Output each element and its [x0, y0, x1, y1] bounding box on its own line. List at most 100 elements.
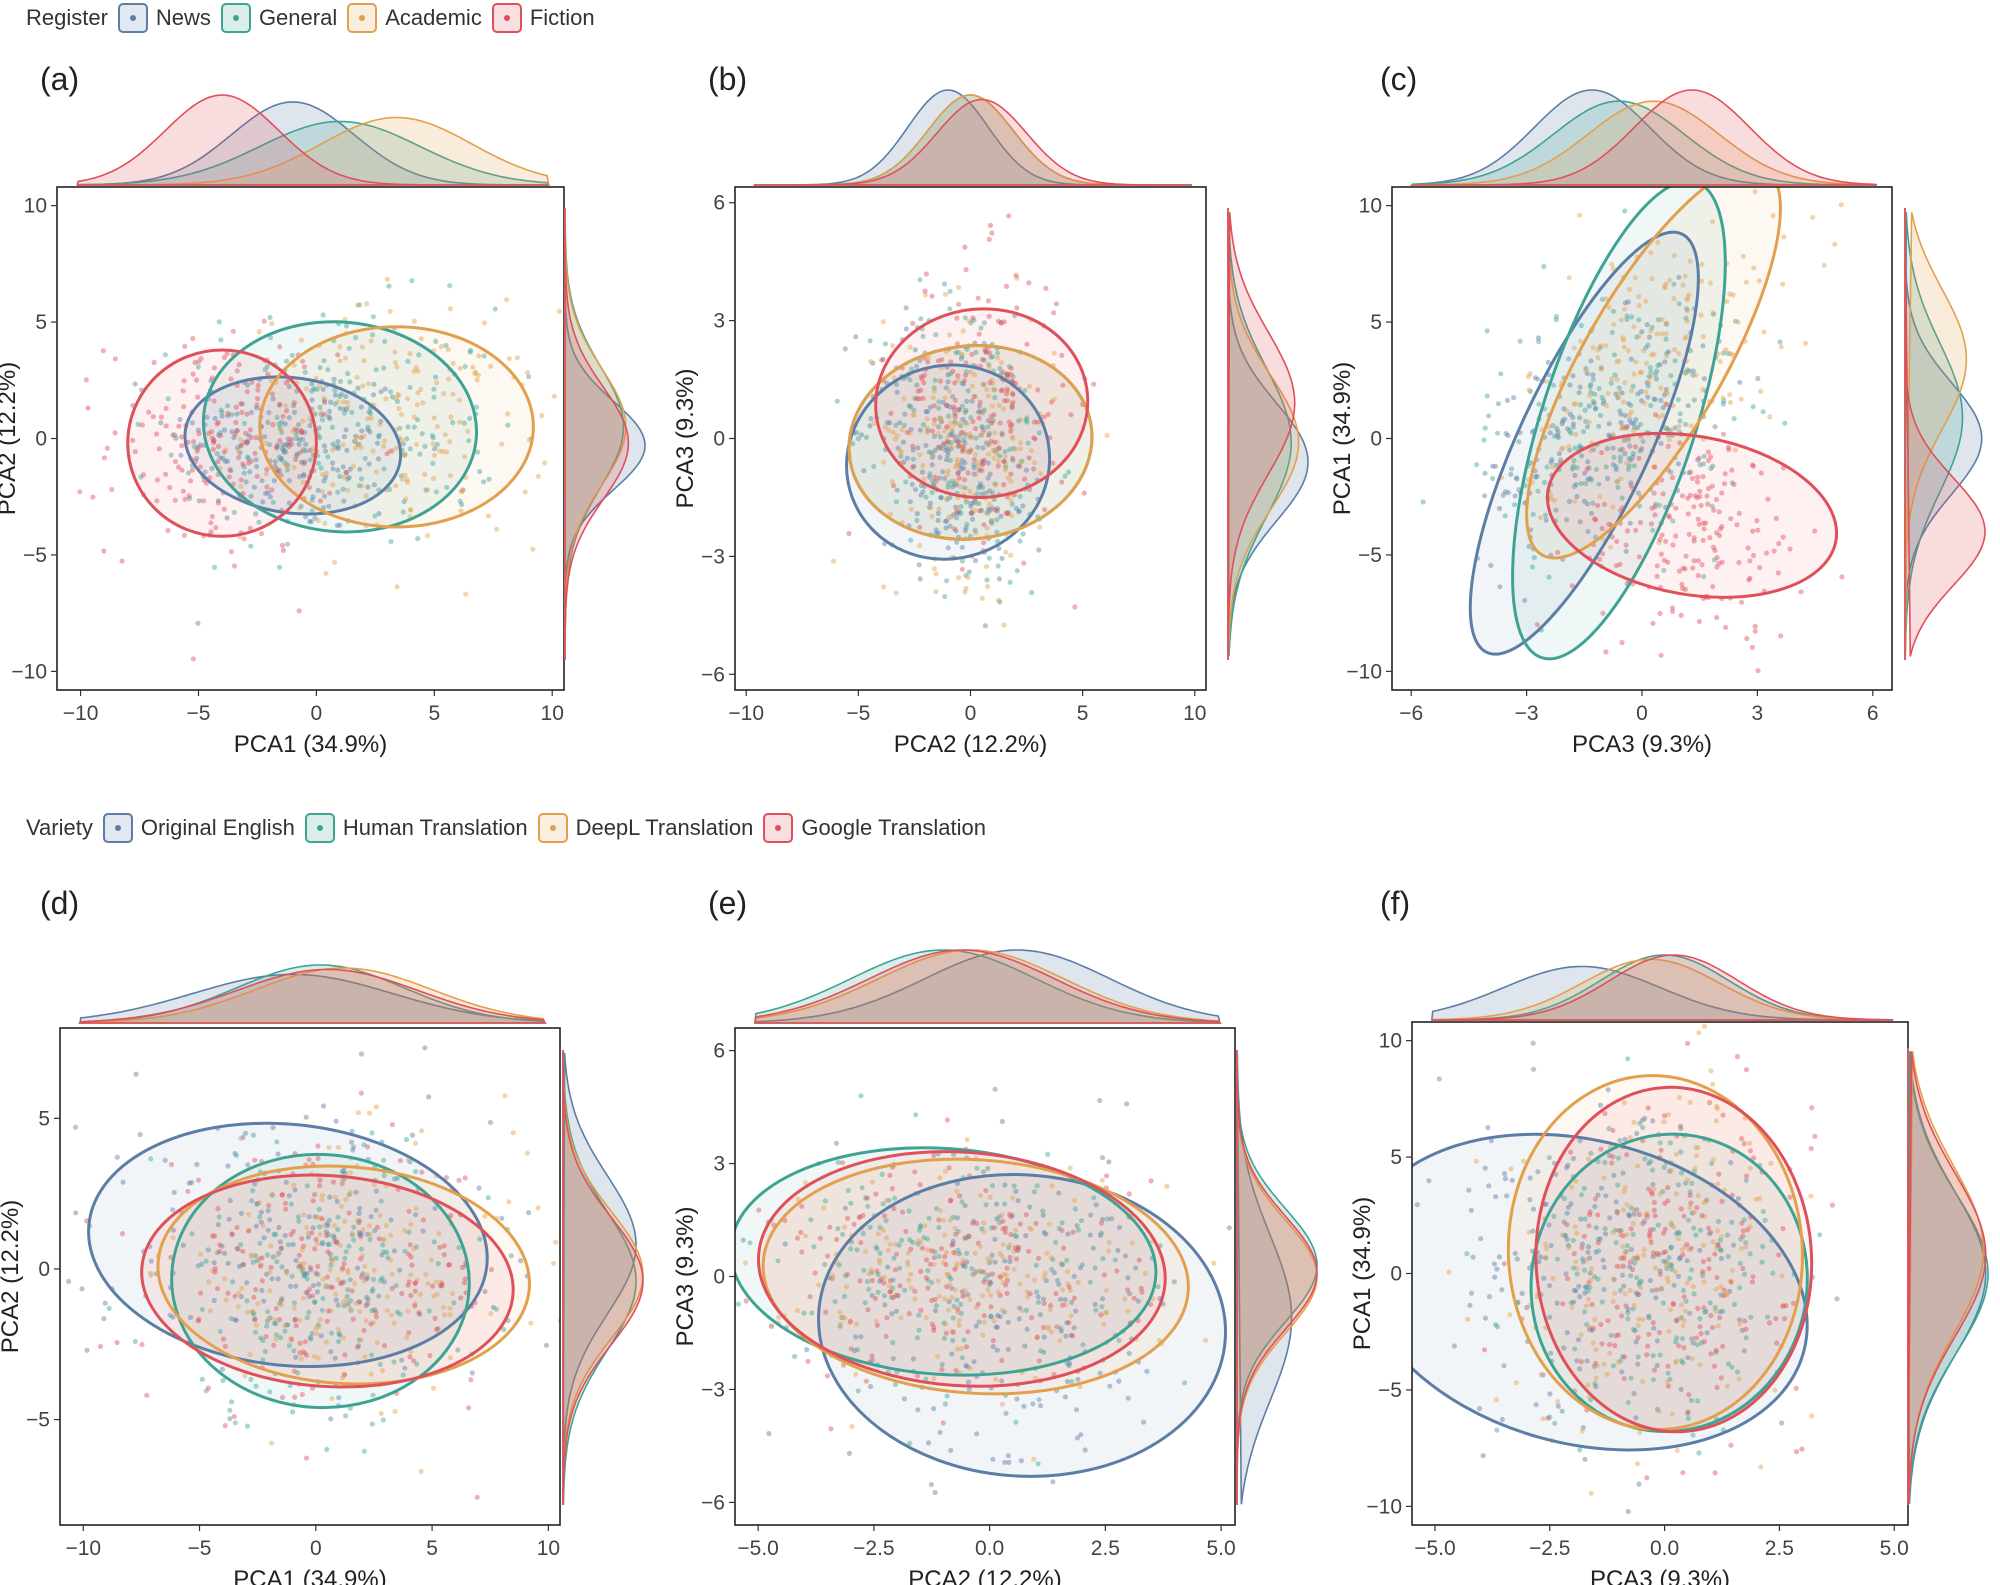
point-human-translation	[861, 1267, 867, 1273]
point-academic	[424, 487, 431, 493]
point-fiction	[196, 444, 202, 450]
point-google-translation	[1714, 1384, 1720, 1391]
y-tick-label: 0	[1370, 428, 1382, 451]
point-deepl-translation	[1641, 1252, 1647, 1258]
point-google-translation	[881, 1280, 887, 1286]
top-density-fiction	[1412, 89, 1878, 186]
point-google-translation	[1000, 1226, 1006, 1232]
point-original-english	[324, 1221, 330, 1227]
point-original-english	[1633, 1415, 1639, 1421]
point-google-translation	[358, 1090, 364, 1096]
point-google-translation	[332, 1238, 338, 1244]
point-news	[983, 349, 989, 355]
ellipse-google-translation	[1534, 1085, 1814, 1434]
point-academic	[505, 411, 511, 417]
point-academic	[882, 424, 888, 430]
point-academic	[1578, 338, 1584, 344]
point-google-translation	[1644, 1213, 1650, 1219]
point-fiction	[1726, 447, 1732, 453]
y-tick-label: 5	[38, 1107, 50, 1130]
point-academic	[330, 447, 336, 453]
point-human-translation	[1687, 1275, 1693, 1281]
legend-key-general	[220, 3, 251, 33]
point-deepl-translation	[1003, 1272, 1010, 1278]
point-human-translation	[277, 1335, 283, 1341]
point-fiction	[243, 430, 249, 436]
point-google-translation	[340, 1265, 346, 1271]
point-human-translation	[413, 1168, 419, 1175]
point-general	[944, 578, 950, 584]
point-news	[285, 436, 291, 442]
point-academic	[405, 396, 411, 402]
point-deepl-translation	[1651, 1186, 1657, 1192]
point-general	[274, 414, 280, 420]
point-google-translation	[929, 1321, 935, 1327]
point-general	[947, 457, 954, 463]
point-general	[434, 441, 440, 448]
point-news	[923, 409, 929, 415]
point-general	[373, 367, 379, 373]
point-news	[1556, 450, 1562, 457]
point-deepl-translation	[339, 1375, 345, 1381]
point-deepl-translation	[1673, 1151, 1679, 1157]
legend-entry-fiction: Fiction	[491, 3, 595, 33]
point-original-english	[965, 1379, 972, 1385]
point-google-translation	[1635, 1291, 1641, 1298]
point-news	[929, 450, 935, 456]
point-news	[1628, 457, 1634, 463]
point-original-english	[946, 1299, 952, 1305]
point-academic	[969, 434, 975, 440]
point-human-translation	[1617, 1137, 1623, 1144]
point-google-translation	[918, 1268, 924, 1275]
point-general	[997, 365, 1003, 372]
point-fiction	[985, 298, 992, 304]
point-original-english	[1642, 1115, 1648, 1121]
point-deepl-translation	[999, 1253, 1005, 1259]
point-news	[1618, 411, 1624, 417]
point-academic	[450, 391, 456, 397]
point-news	[286, 500, 292, 506]
point-general	[356, 483, 362, 489]
point-human-translation	[217, 1328, 223, 1334]
plot-frame	[59, 1027, 561, 1526]
point-original-english	[310, 1225, 316, 1231]
point-google-translation	[794, 1235, 801, 1241]
point-original-english	[1537, 1254, 1544, 1260]
point-google-translation	[1602, 1110, 1608, 1117]
point-fiction	[1659, 532, 1665, 538]
point-human-translation	[278, 1245, 284, 1251]
point-google-translation	[874, 1322, 881, 1328]
point-news	[209, 465, 215, 472]
point-academic	[1614, 377, 1620, 383]
point-deepl-translation	[1673, 1191, 1679, 1197]
point-news	[1639, 329, 1645, 335]
point-academic	[1028, 448, 1034, 454]
point-original-english	[1133, 1265, 1139, 1271]
point-fiction	[215, 500, 221, 506]
point-human-translation	[1625, 1316, 1631, 1322]
point-fiction	[1043, 285, 1049, 291]
point-general	[457, 498, 463, 504]
point-news	[959, 544, 965, 550]
point-news	[955, 470, 961, 477]
point-fiction	[206, 430, 212, 436]
point-fiction	[1652, 512, 1658, 518]
point-deepl-translation	[1045, 1324, 1051, 1330]
point-news	[1490, 463, 1496, 469]
point-human-translation	[881, 1293, 888, 1299]
point-google-translation	[927, 1261, 934, 1267]
panel-label: (d)	[40, 885, 79, 921]
point-deepl-translation	[1664, 1379, 1670, 1385]
point-academic	[945, 423, 951, 430]
point-academic	[1603, 343, 1609, 349]
point-deepl-translation	[321, 1223, 327, 1229]
point-general	[1725, 350, 1731, 357]
point-general	[429, 432, 435, 439]
point-general	[1721, 398, 1727, 404]
point-google-translation	[1734, 1054, 1741, 1060]
point-general	[988, 354, 994, 360]
point-academic	[881, 584, 887, 590]
point-original-english	[1673, 1231, 1680, 1237]
point-original-english	[1607, 1152, 1613, 1158]
point-academic	[964, 421, 970, 427]
